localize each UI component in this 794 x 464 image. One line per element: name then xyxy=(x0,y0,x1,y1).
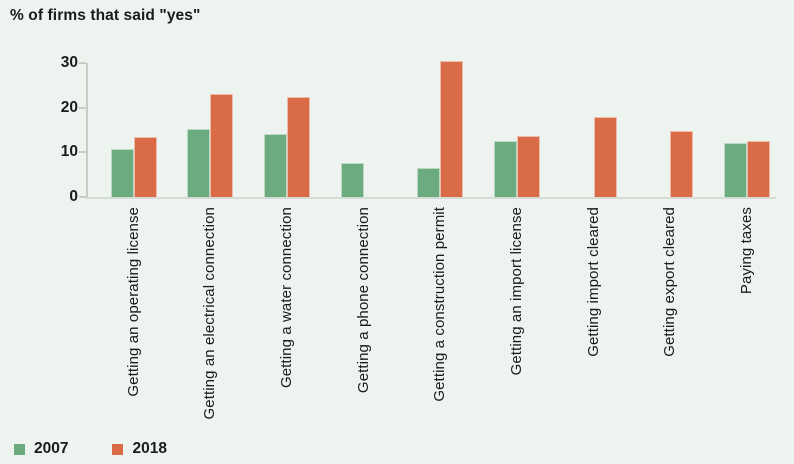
x-axis-line xyxy=(86,197,776,199)
x-axis-label: Getting import cleared xyxy=(584,207,602,357)
bar-2018 xyxy=(593,117,617,197)
legend-item-2007: 2007 xyxy=(14,440,68,458)
legend: 2007 2018 xyxy=(14,440,211,458)
x-axis-label: Getting a construction permit xyxy=(431,207,449,402)
bar-2018 xyxy=(440,61,464,197)
bar-2007 xyxy=(110,149,134,197)
bar-2018 xyxy=(670,131,694,197)
y-tick-mark xyxy=(79,106,86,109)
x-axis-label: Getting an import license xyxy=(508,207,525,376)
y-tick-mark xyxy=(79,195,86,198)
bar-2007 xyxy=(417,168,441,197)
legend-swatch-2007 xyxy=(14,443,25,455)
legend-label: 2007 xyxy=(34,440,69,457)
x-axis-label: Getting a phone connection xyxy=(354,207,372,394)
bar-2018 xyxy=(517,136,540,197)
bar-2007 xyxy=(494,141,517,197)
x-axis-label: Getting export cleared xyxy=(661,207,679,357)
x-axis-label: Getting a water connection xyxy=(277,207,295,389)
y-tick-label: 0 xyxy=(69,187,78,205)
bar-2007 xyxy=(340,163,364,197)
bar-2018 xyxy=(286,97,310,197)
x-axis-label: Paying taxes xyxy=(738,207,756,295)
bar-2007 xyxy=(187,129,211,197)
bar-2018 xyxy=(747,140,771,197)
legend-swatch-2018 xyxy=(112,443,124,455)
y-tick-mark xyxy=(79,151,86,154)
y-axis-line xyxy=(86,63,88,197)
legend-item-2018: 2018 xyxy=(112,440,167,458)
bar-2007 xyxy=(263,134,287,197)
bar-2007 xyxy=(724,143,748,197)
y-tick-label: 10 xyxy=(60,143,78,161)
y-tick-label: 20 xyxy=(60,98,78,116)
y-tick-label: 30 xyxy=(60,54,78,72)
bar-2018 xyxy=(210,93,234,197)
y-tick-mark xyxy=(79,62,86,65)
chart-title: % of firms that said "yes" xyxy=(10,7,201,24)
x-axis-label: Getting an electrical connection xyxy=(201,207,219,420)
x-axis-label: Getting an operating license xyxy=(124,207,142,397)
legend-label: 2018 xyxy=(132,440,167,457)
bar-2018 xyxy=(133,137,157,197)
